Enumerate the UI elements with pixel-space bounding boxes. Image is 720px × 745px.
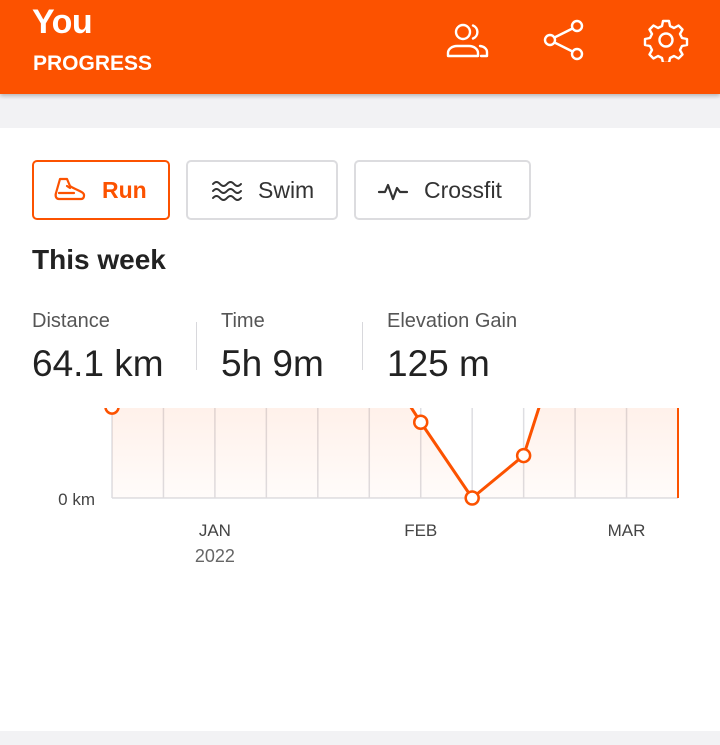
tab-swim-label: Swim [258, 176, 315, 203]
bottom-band [0, 731, 720, 745]
y-tick-label: 0 km [58, 490, 95, 509]
tab-crossfit-label: Crossfit [424, 176, 502, 203]
tab-run[interactable]: Run [32, 160, 170, 220]
x-tick-label: JAN [199, 521, 231, 540]
x-tick-label: MAR [608, 521, 646, 540]
stat-time: Time 5h 9m [221, 310, 324, 385]
tab-crossfit[interactable]: Crossfit [354, 160, 531, 220]
x-tick-label: FEB [404, 521, 437, 540]
app-header: You PROGRESS [0, 0, 720, 94]
stat-value: 64.1 km [32, 343, 164, 384]
waves-icon [210, 175, 244, 205]
stat-label: Elevation Gain [387, 310, 518, 332]
stat-distance: Distance 64.1 km [32, 310, 164, 385]
stat-label: Time [221, 310, 265, 332]
separator-band [0, 94, 720, 128]
y-tick-label: 33 km [49, 408, 95, 409]
section-title: This week [32, 244, 166, 275]
share-icon[interactable] [541, 18, 587, 62]
page-title: You [32, 3, 93, 41]
stat-elevation: Elevation Gain 125 m [387, 310, 517, 385]
gear-icon[interactable] [643, 18, 689, 65]
series-area [112, 294, 678, 498]
stat-value: 5h 9m [221, 343, 324, 384]
data-point [515, 447, 532, 464]
data-point [104, 399, 120, 415]
pulse-icon [376, 175, 410, 205]
page-subtitle: PROGRESS [33, 52, 153, 75]
data-point [412, 414, 429, 430]
stat-divider [196, 322, 197, 370]
stat-divider [362, 322, 363, 370]
data-point [464, 490, 480, 506]
shoe-icon [54, 175, 88, 205]
progress-card: Run Swim Crossfit This week Distance 64.… [0, 128, 720, 731]
tab-run-label: Run [102, 176, 147, 203]
tab-swim[interactable]: Swim [186, 160, 338, 220]
x-tick-year: 2022 [195, 546, 235, 566]
stat-label: Distance [32, 310, 110, 332]
stat-value: 125 m [387, 343, 490, 384]
people-icon[interactable] [444, 18, 490, 62]
